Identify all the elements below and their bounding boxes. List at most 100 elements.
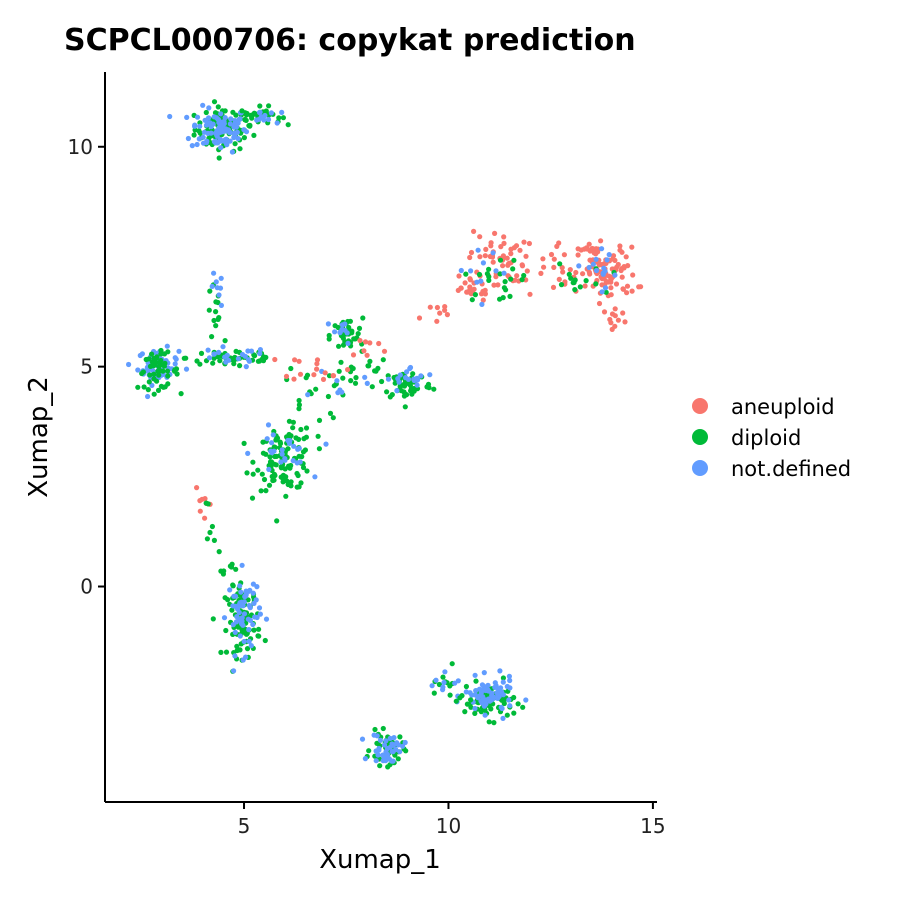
point-not-defined	[241, 127, 247, 133]
point-diploid	[252, 353, 258, 359]
point-not-defined	[164, 343, 170, 349]
point-diploid	[273, 462, 279, 468]
point-diploid	[469, 297, 475, 303]
point-aneuploid	[364, 352, 370, 358]
point-not-defined	[137, 352, 143, 359]
point-not-defined	[232, 653, 238, 659]
point-diploid	[165, 373, 171, 379]
point-not-defined	[383, 749, 389, 755]
point-aneuploid	[292, 357, 298, 363]
point-not-defined	[599, 289, 605, 295]
point-aneuploid	[601, 309, 608, 315]
point-not-defined	[265, 422, 272, 428]
point-diploid	[474, 699, 480, 705]
point-diploid	[497, 271, 503, 277]
point-diploid	[211, 99, 218, 105]
point-diploid	[293, 435, 299, 441]
point-aneuploid	[526, 240, 533, 247]
point-diploid	[476, 271, 483, 278]
point-aneuploid	[513, 243, 520, 249]
point-aneuploid	[551, 264, 557, 270]
point-not-defined	[237, 583, 243, 589]
point-not-defined	[602, 285, 609, 291]
point-aneuploid	[610, 253, 617, 259]
point-diploid	[502, 279, 508, 285]
point-diploid	[217, 358, 223, 364]
point-diploid	[353, 375, 359, 381]
point-not-defined	[167, 113, 173, 120]
point-not-defined	[383, 738, 389, 744]
point-not-defined	[245, 616, 251, 622]
point-aneuploid	[467, 284, 473, 290]
point-aneuploid	[580, 271, 586, 277]
point-diploid	[207, 288, 213, 294]
point-diploid	[256, 626, 262, 632]
point-not-defined	[418, 373, 424, 379]
point-aneuploid	[622, 319, 628, 325]
point-diploid	[237, 363, 243, 369]
point-diploid	[210, 616, 216, 622]
point-aneuploid	[478, 291, 485, 297]
point-not-defined	[218, 145, 224, 151]
legend-label-diploid: diploid	[731, 426, 801, 450]
point-diploid	[384, 389, 390, 395]
point-aneuploid	[582, 283, 588, 289]
point-diploid	[402, 404, 408, 410]
point-aneuploid	[314, 366, 320, 372]
point-diploid	[447, 692, 453, 698]
point-not-defined	[256, 116, 262, 122]
point-diploid	[235, 624, 241, 630]
point-not-defined	[201, 129, 207, 135]
point-not-defined	[250, 621, 256, 628]
point-aneuploid	[609, 326, 615, 332]
point-not-defined	[483, 701, 489, 707]
point-diploid	[486, 266, 492, 272]
legend-key-aneuploid	[692, 398, 708, 414]
point-diploid	[409, 391, 415, 397]
point-aneuploid	[498, 244, 504, 250]
point-diploid	[147, 372, 153, 378]
point-not-defined	[498, 704, 504, 710]
point-diploid	[486, 277, 492, 283]
point-not-defined	[263, 616, 270, 622]
point-aneuploid	[508, 246, 514, 252]
point-aneuploid	[194, 485, 200, 491]
point-not-defined	[231, 668, 237, 674]
point-aneuploid	[521, 239, 527, 245]
point-not-defined	[506, 697, 512, 703]
point-not-defined	[246, 602, 252, 609]
point-not-defined	[218, 111, 224, 117]
point-diploid	[392, 380, 398, 386]
point-not-defined	[257, 350, 263, 357]
point-not-defined	[478, 278, 484, 284]
point-not-defined	[274, 120, 280, 126]
point-aneuploid	[442, 304, 448, 310]
point-not-defined	[291, 443, 297, 449]
point-aneuploid	[311, 372, 317, 378]
point-not-defined	[235, 136, 241, 142]
point-diploid	[296, 402, 302, 408]
point-diploid	[266, 103, 272, 109]
point-diploid	[330, 415, 336, 421]
point-diploid	[165, 381, 171, 387]
point-not-defined	[495, 695, 501, 702]
point-not-defined	[397, 372, 403, 378]
point-not-defined	[228, 116, 234, 122]
point-diploid	[244, 646, 251, 652]
point-aneuploid	[556, 240, 562, 246]
point-aneuploid	[587, 257, 593, 263]
point-diploid	[203, 109, 209, 116]
point-not-defined	[173, 356, 179, 362]
point-diploid	[222, 338, 228, 344]
point-diploid	[285, 122, 291, 128]
point-diploid	[160, 384, 167, 390]
point-aneuploid	[615, 317, 622, 323]
y-ticks: 0 5 10	[68, 135, 105, 599]
point-diploid	[511, 710, 517, 716]
point-not-defined	[342, 327, 348, 333]
point-aneuploid	[434, 318, 440, 324]
point-diploid	[263, 488, 269, 494]
point-not-defined	[279, 447, 285, 453]
point-diploid	[135, 384, 141, 390]
